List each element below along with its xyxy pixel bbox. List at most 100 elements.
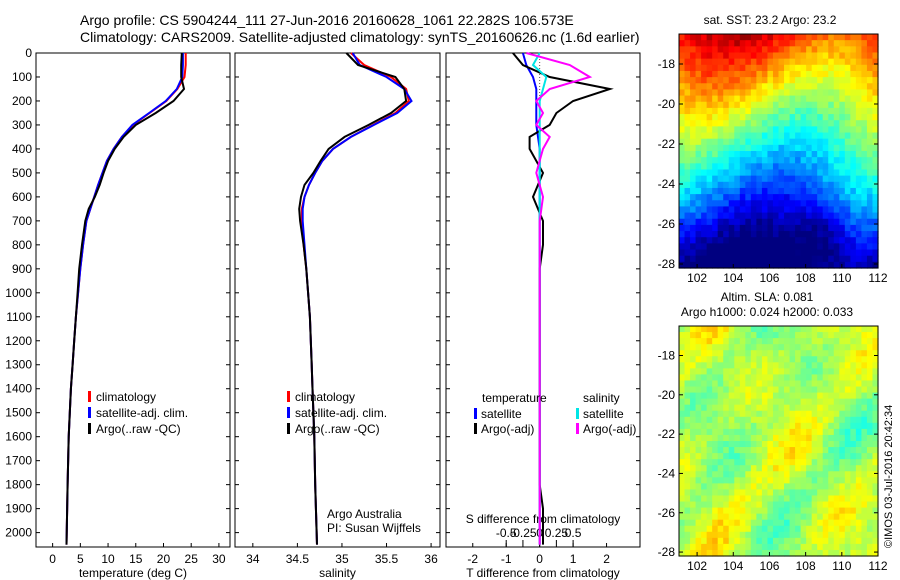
map-cell xyxy=(872,34,879,41)
map-cell xyxy=(701,428,708,436)
map-cell xyxy=(861,77,868,84)
map-cell xyxy=(800,362,807,369)
map-cell xyxy=(872,58,879,66)
map-cell xyxy=(745,187,752,195)
map-cell xyxy=(734,132,741,140)
map-cell xyxy=(745,261,752,269)
map-cell xyxy=(844,501,851,509)
y-tick-label: 1100 xyxy=(6,310,32,324)
map-cell xyxy=(767,64,774,72)
map-cell xyxy=(684,326,691,333)
map-frame-sla_map xyxy=(678,325,879,557)
map-cell xyxy=(679,434,686,442)
map-cell xyxy=(855,237,863,244)
map-cell xyxy=(806,507,813,515)
map-cell xyxy=(833,144,840,152)
map-cell xyxy=(806,447,813,454)
map-cell xyxy=(712,212,719,220)
map-cell xyxy=(778,477,785,484)
map-cell xyxy=(778,83,785,91)
map-cell xyxy=(800,175,807,183)
map-cell xyxy=(811,549,818,557)
map-cell xyxy=(795,495,802,503)
map-cell xyxy=(784,132,791,140)
map-cell xyxy=(745,428,752,436)
map-cell xyxy=(690,64,697,72)
map-cell xyxy=(684,525,691,533)
map-cell xyxy=(723,368,730,376)
map-cell xyxy=(795,175,802,183)
map-cell xyxy=(800,52,807,60)
map-cell xyxy=(750,344,757,351)
map-cell xyxy=(817,132,824,140)
map-cell xyxy=(701,332,708,339)
map-cell xyxy=(767,249,774,257)
map-cell xyxy=(861,459,868,466)
map-cell xyxy=(750,132,757,140)
map-cell xyxy=(695,404,702,412)
map-cell xyxy=(739,70,746,78)
map-cell xyxy=(772,362,780,369)
map-cell xyxy=(695,70,702,78)
map-cell xyxy=(756,332,763,339)
map-cell xyxy=(745,447,752,454)
map-cell xyxy=(822,543,829,551)
map-cell xyxy=(695,255,702,263)
map-cell xyxy=(772,151,780,158)
map-cell xyxy=(690,46,697,54)
map-cell xyxy=(828,120,835,127)
map-cell xyxy=(695,175,702,183)
map-cell xyxy=(872,70,879,78)
map-cell xyxy=(734,428,741,436)
map-cell xyxy=(734,362,741,369)
map-cell xyxy=(695,326,702,333)
map-cell xyxy=(745,114,752,121)
map-cell xyxy=(706,350,713,357)
map-cell xyxy=(734,404,741,412)
map-cell xyxy=(728,332,735,339)
map-cell xyxy=(872,416,879,424)
map-cell xyxy=(866,95,874,103)
map-cell xyxy=(690,410,697,418)
map-cell xyxy=(811,525,818,533)
map-cell xyxy=(723,338,730,345)
map-cell xyxy=(784,46,791,54)
map-cell xyxy=(850,392,857,400)
map-cell xyxy=(817,344,824,351)
map-cell xyxy=(750,495,757,503)
map-y-tick-label: -26 xyxy=(658,217,676,231)
map-cell xyxy=(784,344,791,351)
map-cell xyxy=(828,249,835,257)
map-cell xyxy=(772,477,780,484)
map-cell xyxy=(844,416,851,424)
map-cell xyxy=(761,489,769,497)
map-x-tick-label: 110 xyxy=(832,559,851,573)
map-cell xyxy=(750,525,757,533)
map-cell xyxy=(800,231,807,238)
map-cell xyxy=(750,543,757,551)
map-cell xyxy=(850,531,857,539)
map-cell xyxy=(690,200,697,208)
map-cell xyxy=(728,83,735,91)
map-cell xyxy=(712,483,719,491)
map-cell xyxy=(734,416,741,424)
map-cell xyxy=(712,428,719,436)
map-cell xyxy=(839,374,846,382)
map-cell xyxy=(695,132,702,140)
map-cell xyxy=(850,237,857,244)
map-cell xyxy=(717,52,724,60)
map-cell xyxy=(723,218,730,226)
map-cell xyxy=(734,83,741,91)
map-cell xyxy=(800,344,807,351)
map-cell xyxy=(795,77,802,84)
map-cell xyxy=(679,368,686,376)
map-cell xyxy=(795,58,802,66)
map-cell xyxy=(756,237,763,244)
map-cell xyxy=(850,58,857,66)
map-cell xyxy=(761,77,769,84)
map-cell xyxy=(784,194,791,201)
map-cell xyxy=(772,338,780,345)
map-cell xyxy=(679,477,686,484)
map-cell xyxy=(822,392,829,400)
map-cell xyxy=(712,34,719,41)
